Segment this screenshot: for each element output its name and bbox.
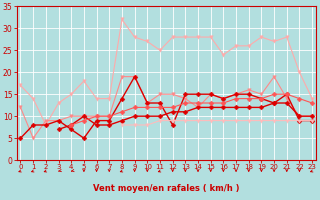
X-axis label: Vent moyen/en rafales ( km/h ): Vent moyen/en rafales ( km/h ) bbox=[93, 184, 240, 193]
